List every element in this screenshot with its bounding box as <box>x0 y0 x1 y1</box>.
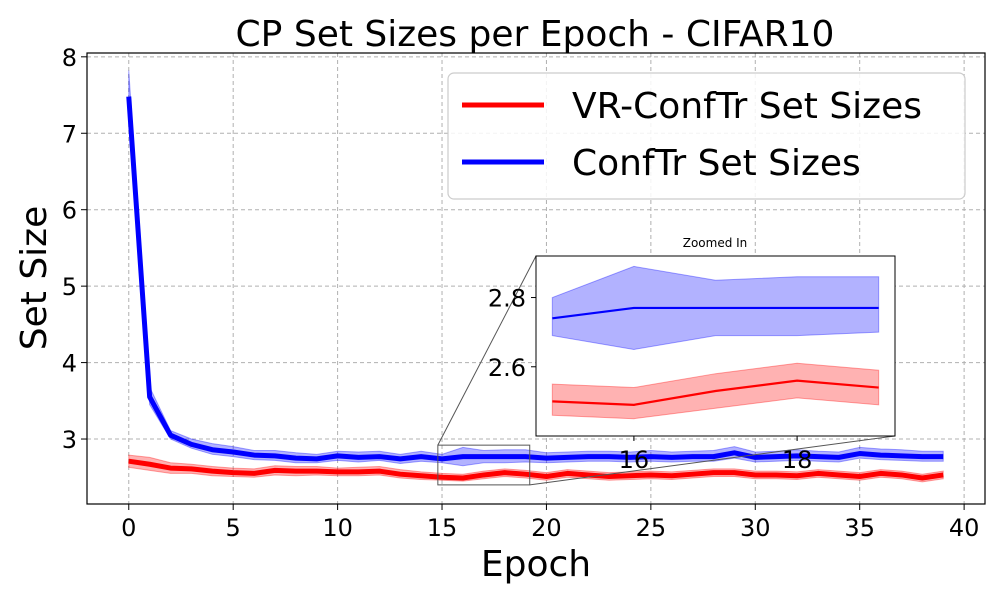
zoom-connector-top <box>437 255 537 446</box>
x-tick-label: 15 <box>427 514 458 542</box>
x-tick-label: 25 <box>636 514 667 542</box>
x-axis-label: Epoch <box>481 544 591 585</box>
legend-box <box>447 72 966 200</box>
inset-background <box>536 256 895 436</box>
y-tick-label: 8 <box>62 44 77 72</box>
x-tick-label: 10 <box>322 514 353 542</box>
band-conftr-set-sizes <box>128 70 944 467</box>
x-axis-ticks: 0 5 10 15 20 25 30 35 40 <box>121 504 979 542</box>
line-vr-conftr-set-sizes <box>128 458 944 481</box>
x-tick-label: 0 <box>121 514 136 542</box>
y-axis-label: Set Size <box>14 206 55 350</box>
y-tick-label: 6 <box>62 197 77 225</box>
zoom-region-box <box>437 444 531 486</box>
y-axis-ticks: 3 4 5 6 7 8 <box>62 44 87 454</box>
line-conftr-set-sizes <box>126 96 944 462</box>
x-tick-label: 40 <box>949 514 980 542</box>
x-tick-label: 30 <box>740 514 771 542</box>
zoom-connector-bottom <box>529 435 896 486</box>
inset-title: Zoomed In <box>683 236 748 250</box>
y-tick-label: 4 <box>62 350 77 378</box>
inset-x-tick-label: 16 <box>619 446 650 474</box>
x-tick-label: 20 <box>531 514 562 542</box>
y-tick-label: 7 <box>62 120 77 148</box>
zoom-indicator <box>437 255 896 486</box>
chart-title: CP Set Sizes per Epoch - CIFAR10 <box>236 14 835 55</box>
inset-frame <box>535 255 896 437</box>
legend-label-conftr: ConfTr Set Sizes <box>572 143 861 184</box>
inset-line-vr-conftr-set-sizes <box>552 379 879 406</box>
legend: VR-ConfTr Set Sizes ConfTr Set Sizes <box>447 72 966 200</box>
plot-frame <box>86 52 986 505</box>
inset-x-ticks: 16 18 <box>619 436 813 474</box>
inset-y-tick-label: 2.8 <box>488 285 526 313</box>
y-tick-label: 3 <box>62 426 77 454</box>
inset-line-conftr-set-sizes <box>552 306 879 320</box>
series-lines <box>126 96 944 481</box>
inset-zoom-plot: Zoomed In 16 18 2.62.8 <box>488 236 896 474</box>
y-tick-label: 5 <box>62 273 77 301</box>
x-tick-label: 5 <box>226 514 241 542</box>
inset-y-ticks: 2.6 2.8 <box>488 285 536 382</box>
inset-y-tick-label: 2.6 <box>488 354 526 382</box>
inset-x-tick-label: 18 <box>782 446 813 474</box>
x-tick-label: 35 <box>844 514 875 542</box>
inset-series-lines <box>552 306 879 406</box>
legend-label-vr-conftr: VR-ConfTr Set Sizes <box>572 86 922 127</box>
